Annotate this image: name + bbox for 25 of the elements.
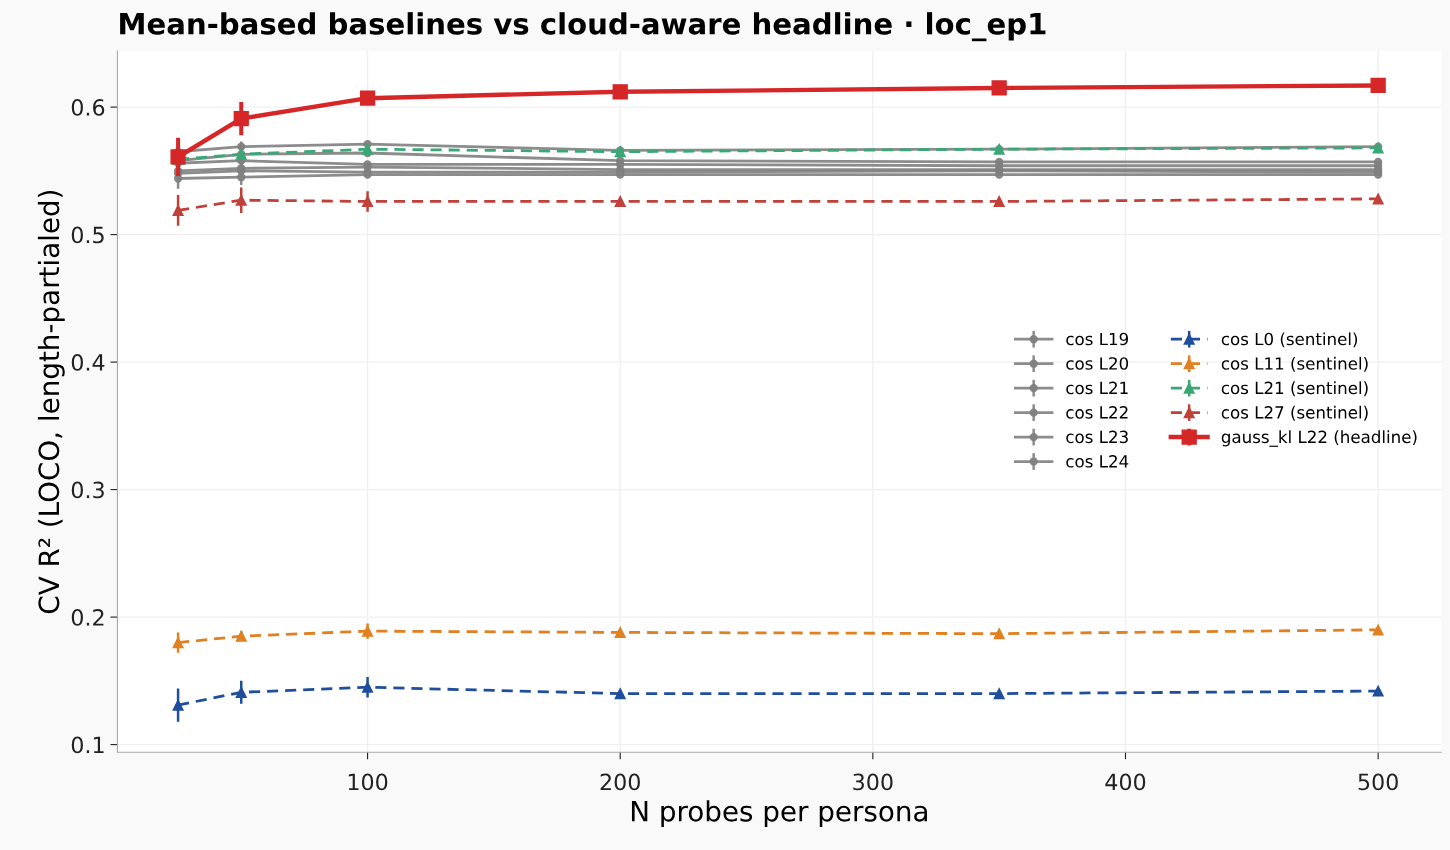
y-tick-label: 0.2 xyxy=(71,609,104,626)
x-tick-label: 500 xyxy=(1358,773,1398,791)
y-axis-title: CV R² (LOCO, length-partialed) xyxy=(37,190,65,614)
x-tick-label: 400 xyxy=(1105,773,1146,791)
x-tick-label: 100 xyxy=(348,773,388,791)
legend-label: gauss_kl L22 (headline) xyxy=(1221,430,1417,447)
legend-label: cos L22 xyxy=(1066,406,1128,419)
x-tick-label: 300 xyxy=(853,773,893,791)
legend-label: cos L20 xyxy=(1066,357,1129,370)
x-axis-title: N probes per persona xyxy=(631,800,927,828)
y-tick-label: 0.4 xyxy=(71,354,105,371)
legend-label: cos L24 xyxy=(1066,455,1129,468)
chart-title: Mean-based baselines vs cloud-aware headline · loc_ep1 xyxy=(120,12,1046,42)
y-tick-label: 0.1 xyxy=(71,736,104,754)
legend-label: cos L21 (sentinel) xyxy=(1221,381,1368,397)
y-tick-label: 0.5 xyxy=(71,226,104,244)
legend-label: cos L27 (sentinel) xyxy=(1221,405,1368,421)
legend-label: cos L11 (sentinel) xyxy=(1221,356,1368,372)
y-tick-label: 0.3 xyxy=(71,481,104,499)
legend-label: cos L19 xyxy=(1066,332,1129,346)
x-tick-label: 200 xyxy=(600,773,640,791)
y-tick-label: 0.6 xyxy=(71,99,105,116)
legend-label: cos L23 xyxy=(1066,430,1128,444)
legend-label: cos L21 xyxy=(1066,381,1128,395)
legend-label: cos L0 (sentinel) xyxy=(1221,332,1358,348)
